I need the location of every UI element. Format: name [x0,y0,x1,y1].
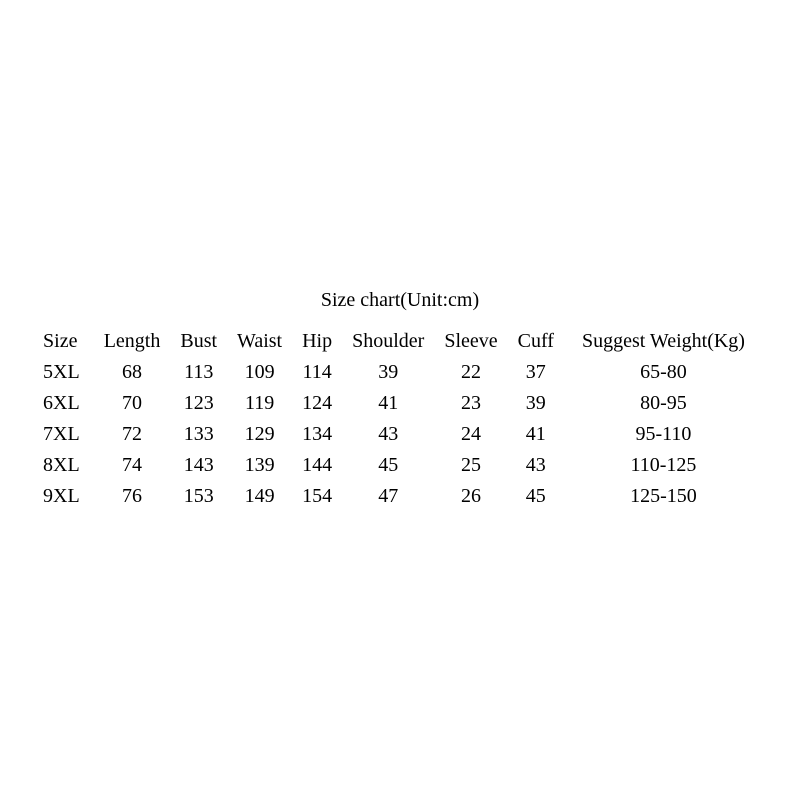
cell-sleeve: 25 [434,450,507,481]
col-header-suggest: Suggest Weight(Kg) [564,326,763,357]
cell-hip: 124 [292,388,342,419]
cell-shoulder: 45 [342,450,434,481]
cell-cuff: 39 [508,388,564,419]
table-row: 5XL 68 113 109 114 39 22 37 65-80 [37,357,763,388]
cell-sleeve: 22 [434,357,507,388]
col-header-waist: Waist [227,326,292,357]
cell-suggest: 80-95 [564,388,763,419]
col-header-sleeve: Sleeve [434,326,507,357]
table-row: 7XL 72 133 129 134 43 24 41 95-110 [37,419,763,450]
cell-waist: 149 [227,481,292,512]
table-row: 8XL 74 143 139 144 45 25 43 110-125 [37,450,763,481]
cell-hip: 114 [292,357,342,388]
cell-cuff: 45 [508,481,564,512]
cell-bust: 143 [170,450,227,481]
cell-bust: 133 [170,419,227,450]
cell-suggest: 65-80 [564,357,763,388]
cell-sleeve: 24 [434,419,507,450]
cell-hip: 144 [292,450,342,481]
cell-sleeve: 23 [434,388,507,419]
cell-suggest: 95-110 [564,419,763,450]
cell-waist: 139 [227,450,292,481]
col-header-size: Size [37,326,94,357]
cell-bust: 153 [170,481,227,512]
cell-length: 68 [94,357,171,388]
cell-hip: 134 [292,419,342,450]
col-header-shoulder: Shoulder [342,326,434,357]
cell-bust: 123 [170,388,227,419]
size-chart-table: Size Length Bust Waist Hip Shoulder Slee… [37,326,763,512]
cell-waist: 109 [227,357,292,388]
table-header-row: Size Length Bust Waist Hip Shoulder Slee… [37,326,763,357]
cell-cuff: 43 [508,450,564,481]
cell-shoulder: 47 [342,481,434,512]
col-header-bust: Bust [170,326,227,357]
cell-bust: 113 [170,357,227,388]
cell-suggest: 110-125 [564,450,763,481]
cell-size: 8XL [37,450,94,481]
cell-length: 74 [94,450,171,481]
col-header-hip: Hip [292,326,342,357]
cell-waist: 119 [227,388,292,419]
cell-hip: 154 [292,481,342,512]
cell-cuff: 37 [508,357,564,388]
cell-length: 72 [94,419,171,450]
cell-shoulder: 43 [342,419,434,450]
chart-title: Size chart(Unit:cm) [321,289,479,312]
col-header-cuff: Cuff [508,326,564,357]
table-body: 5XL 68 113 109 114 39 22 37 65-80 6XL 70… [37,357,763,512]
table-row: 9XL 76 153 149 154 47 26 45 125-150 [37,481,763,512]
cell-shoulder: 41 [342,388,434,419]
col-header-length: Length [94,326,171,357]
cell-size: 9XL [37,481,94,512]
cell-cuff: 41 [508,419,564,450]
cell-waist: 129 [227,419,292,450]
cell-length: 76 [94,481,171,512]
cell-size: 7XL [37,419,94,450]
cell-shoulder: 39 [342,357,434,388]
size-chart-container: Size chart(Unit:cm) Size Length Bust Wai… [0,0,800,800]
cell-size: 6XL [37,388,94,419]
cell-suggest: 125-150 [564,481,763,512]
cell-length: 70 [94,388,171,419]
cell-sleeve: 26 [434,481,507,512]
table-row: 6XL 70 123 119 124 41 23 39 80-95 [37,388,763,419]
cell-size: 5XL [37,357,94,388]
